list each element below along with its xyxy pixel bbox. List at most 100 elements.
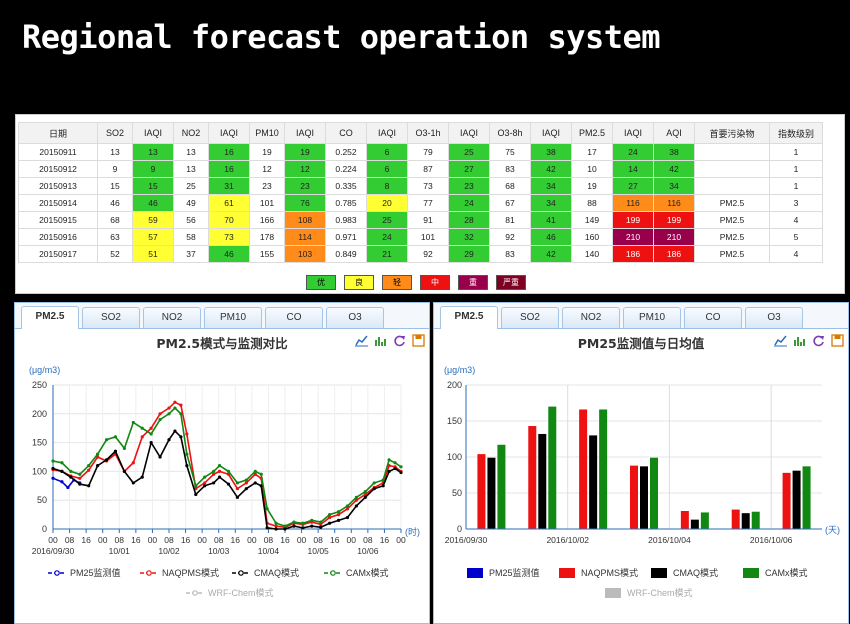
bar <box>792 470 801 529</box>
legend-item[interactable]: PM25监测值 <box>48 567 121 578</box>
legend-label: NAQPMS模式 <box>162 567 219 578</box>
column-header[interactable]: AQI <box>653 122 695 144</box>
x-tick-label: 2016/10/06 <box>750 535 793 545</box>
table-cell <box>694 143 770 161</box>
table-cell: 92 <box>407 245 449 263</box>
data-point <box>173 406 177 410</box>
table-row: 20150917 52 51 37 46 155 103 0.849 21 92 29 83 42 140… <box>18 245 823 263</box>
pollutant-tabs: PM2.5 SO2 NO2 PM10 CO O3 <box>15 303 429 329</box>
table-header-row: 日期 SO2 IAQI NO2 IAQI PM10 IAQI CO IAQI O3-1h IAQI O… <box>18 122 823 144</box>
legend-item[interactable]: CAMx模式 <box>324 567 389 578</box>
column-header[interactable]: O3-1h <box>407 122 449 144</box>
column-header[interactable]: 指数级别 <box>769 122 823 144</box>
column-header[interactable]: SO2 <box>97 122 133 144</box>
table-cell: 49 <box>173 194 209 212</box>
data-point <box>60 469 64 473</box>
column-header[interactable]: IAQI <box>284 122 326 144</box>
tab-co[interactable]: CO <box>684 307 742 328</box>
tab-so2[interactable]: SO2 <box>82 307 140 328</box>
data-point <box>140 435 144 439</box>
bar-chart-title: PM25监测值与日均值 <box>577 336 705 351</box>
legend-item[interactable]: CMAQ模式 <box>651 567 718 578</box>
tab-pm10[interactable]: PM10 <box>623 307 681 328</box>
column-header[interactable]: IAQI <box>612 122 654 144</box>
table-cell: 15 <box>132 177 174 195</box>
data-point <box>363 489 367 494</box>
column-header[interactable]: NO2 <box>173 122 209 144</box>
table-cell: 160 <box>571 228 613 246</box>
x-tick-label: 16 <box>231 535 241 545</box>
bar-chart-icon[interactable] <box>374 334 387 347</box>
column-header[interactable]: PM2.5 <box>571 122 613 144</box>
save-icon[interactable] <box>412 334 425 347</box>
data-point <box>265 526 269 530</box>
column-header[interactable]: IAQI <box>530 122 572 144</box>
data-point <box>226 482 231 486</box>
data-point <box>235 495 240 499</box>
line-series <box>51 476 82 490</box>
table-cell: 76 <box>284 194 326 212</box>
column-header[interactable]: IAQI <box>366 122 408 144</box>
legend-item[interactable]: WRF-Chem模式 <box>605 587 693 598</box>
column-header[interactable]: 首要污染物 <box>694 122 770 144</box>
data-point <box>301 521 305 525</box>
tab-no2[interactable]: NO2 <box>562 307 620 328</box>
data-point <box>253 472 257 476</box>
legend-label: PM25监测值 <box>489 567 540 578</box>
table-cell: 1 <box>769 143 823 161</box>
bar-chart-icon[interactable] <box>793 334 806 347</box>
data-point <box>212 472 216 476</box>
data-point <box>203 475 207 479</box>
legend-item[interactable]: NAQPMS模式 <box>559 567 638 578</box>
column-header[interactable]: PM10 <box>249 122 285 144</box>
legend-item[interactable]: CAMx模式 <box>743 567 808 578</box>
legend-item[interactable]: PM25监测值 <box>467 567 540 578</box>
x-tick-label: 08 <box>214 535 224 545</box>
table-row: 20150915 68 59 56 70 166 108 0.983 25 91 28 81 41 149… <box>18 211 823 229</box>
column-header[interactable]: IAQI <box>132 122 174 144</box>
column-header[interactable]: IAQI <box>208 122 250 144</box>
column-header[interactable]: IAQI <box>448 122 490 144</box>
legend-item[interactable]: CMAQ模式 <box>232 567 299 578</box>
tab-pm10[interactable]: PM10 <box>204 307 262 328</box>
tab-so2[interactable]: SO2 <box>501 307 559 328</box>
tab-co[interactable]: CO <box>265 307 323 328</box>
x-date-label: 10/02 <box>158 546 180 556</box>
save-icon[interactable] <box>831 334 844 347</box>
refresh-icon[interactable] <box>812 334 825 347</box>
column-header[interactable]: CO <box>325 122 367 144</box>
data-point <box>274 524 278 528</box>
refresh-icon[interactable] <box>393 334 406 347</box>
table-cell: 6 <box>366 143 408 161</box>
legend-item[interactable]: WRF-Chem模式 <box>186 587 274 598</box>
table-cell: 34 <box>530 194 572 212</box>
bar <box>599 409 608 529</box>
legend-label: NAQPMS模式 <box>581 567 638 578</box>
tab-pm25[interactable]: PM2.5 <box>21 306 79 329</box>
data-point <box>328 513 332 517</box>
data-point <box>167 438 171 442</box>
column-header[interactable]: 日期 <box>18 122 98 144</box>
table-cell: 114 <box>284 228 326 246</box>
data-point <box>87 468 91 472</box>
table-cell: 31 <box>208 177 250 195</box>
tab-o3[interactable]: O3 <box>326 307 384 328</box>
line-chart-icon[interactable] <box>355 334 368 347</box>
tab-no2[interactable]: NO2 <box>143 307 201 328</box>
slide-title: Regional forecast operation system <box>22 18 661 56</box>
legend-item[interactable]: NAQPMS模式 <box>140 567 219 578</box>
tab-o3[interactable]: O3 <box>745 307 803 328</box>
line-chart-icon[interactable] <box>774 334 787 347</box>
data-point <box>185 452 189 456</box>
table-cell: 42 <box>530 160 572 178</box>
column-header[interactable]: O3-8h <box>489 122 531 144</box>
table-cell: 116 <box>612 194 654 212</box>
table-cell: 4 <box>769 245 823 263</box>
table-cell: PM2.5 <box>694 228 770 246</box>
data-point <box>69 475 73 479</box>
chart-toolbar <box>355 334 425 347</box>
table-cell: 27 <box>612 177 654 195</box>
tab-pm25[interactable]: PM2.5 <box>440 306 498 329</box>
x-tick-label: 08 <box>264 535 274 545</box>
table-cell: 13 <box>132 143 174 161</box>
